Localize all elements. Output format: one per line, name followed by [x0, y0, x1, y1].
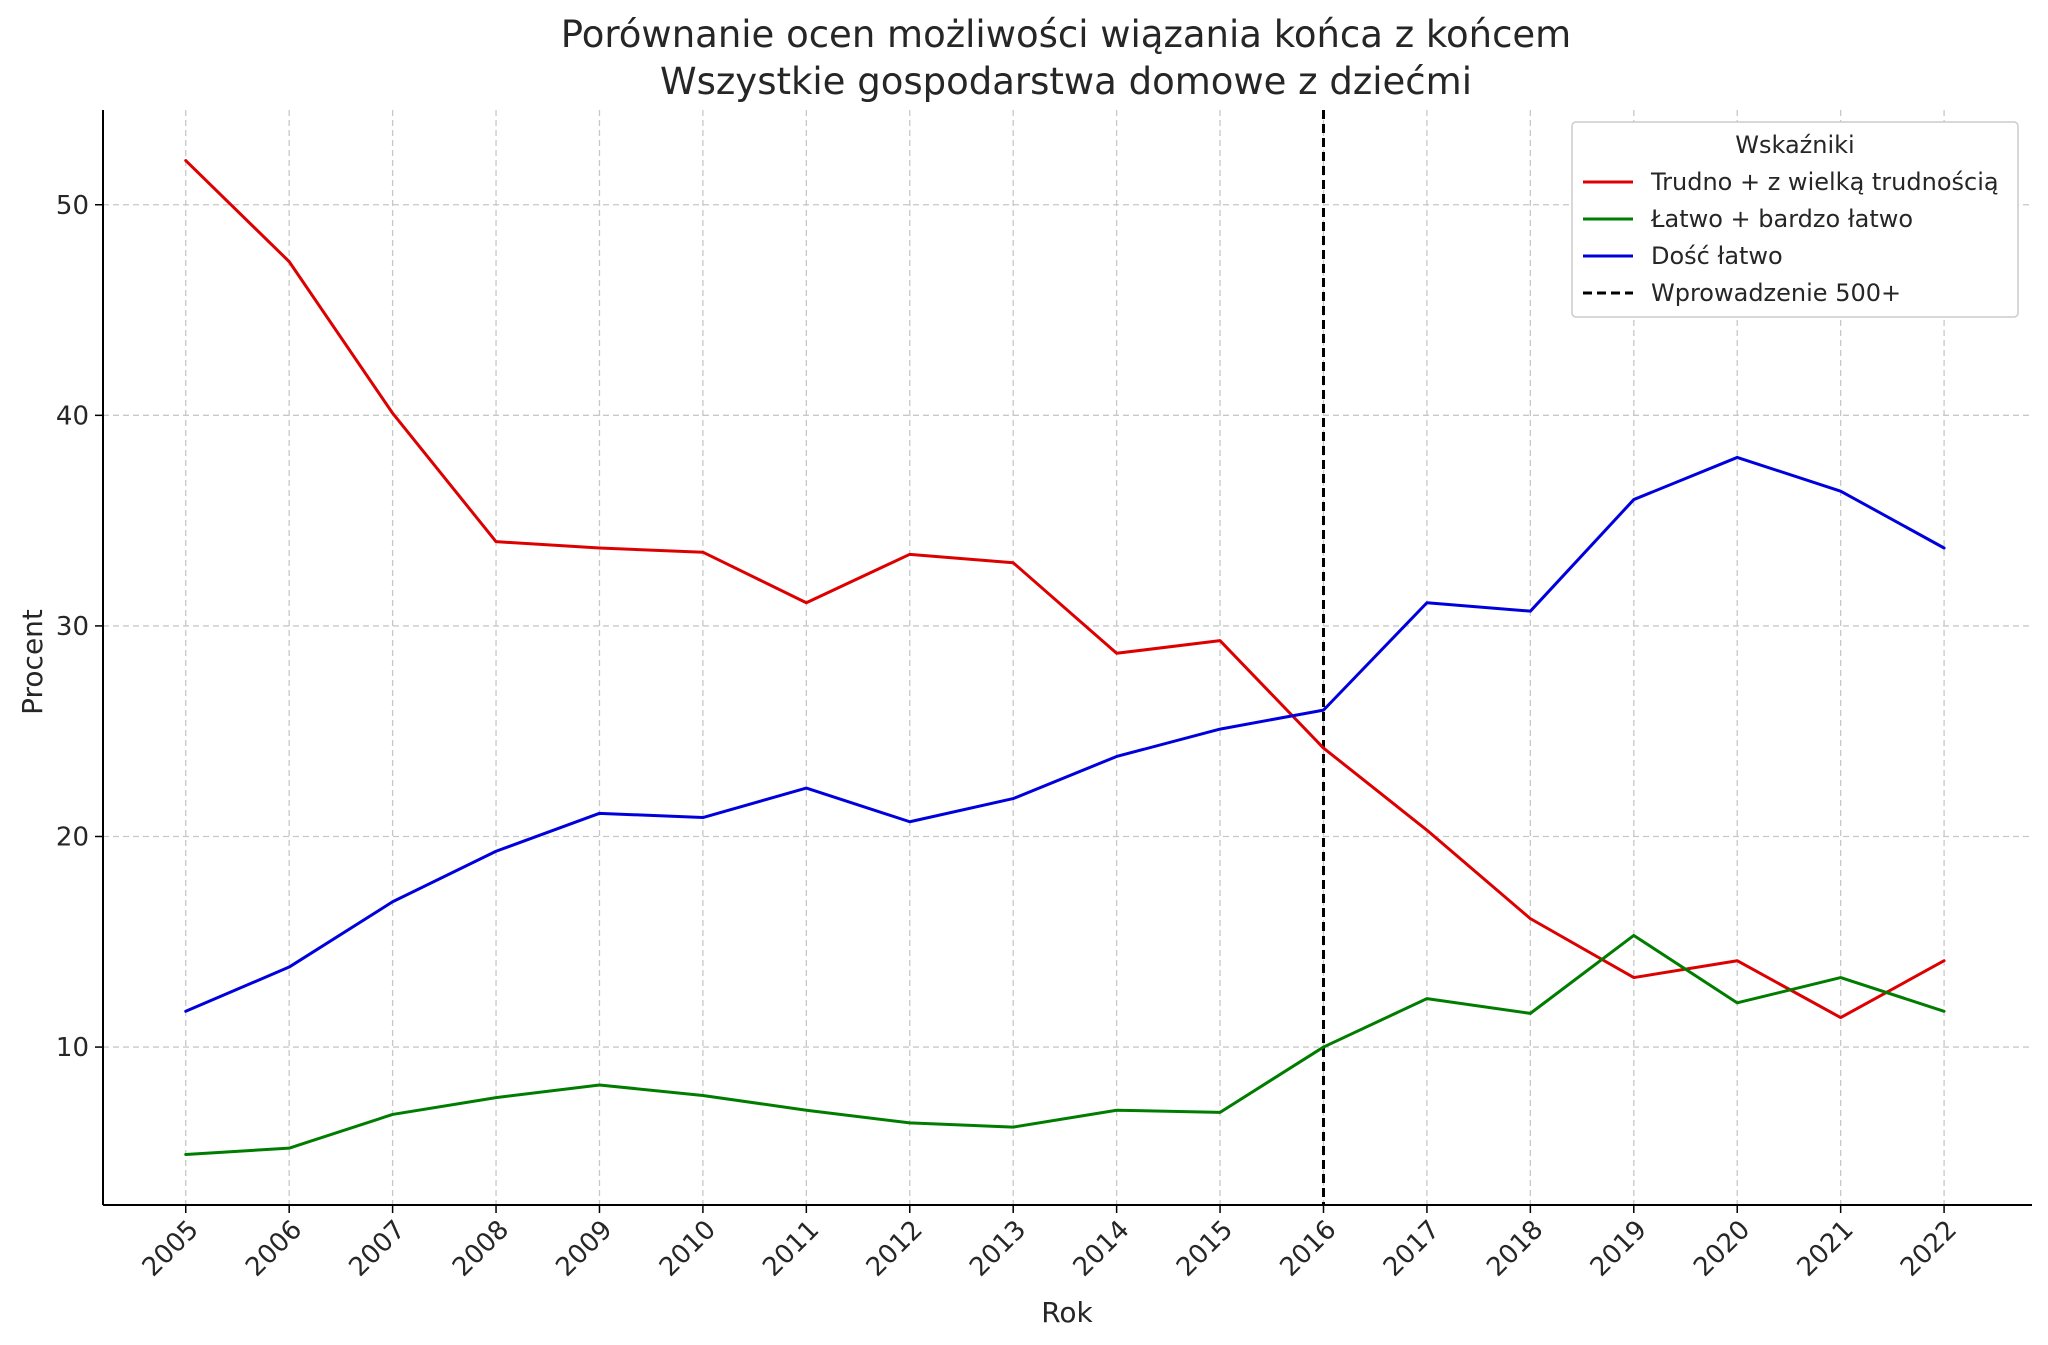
x-tick-label: 2019 [1585, 1215, 1653, 1283]
series-line-0 [184, 159, 1946, 1020]
legend-frame [1571, 121, 2019, 318]
y-tick-label: 50 [56, 191, 89, 221]
x-tick-label: 2022 [1895, 1215, 1963, 1283]
x-tick-label: 2007 [344, 1215, 412, 1283]
series-line-1 [184, 933, 1946, 1156]
x-tick-label: 2016 [1274, 1215, 1342, 1283]
y-tick-label: 20 [56, 822, 89, 852]
y-tick-label: 30 [56, 612, 89, 642]
series-lines [184, 159, 1946, 1156]
x-tick-label: 2014 [1068, 1215, 1136, 1283]
x-ticks: 2005 2006 2007 2008 2009 2010 2011 2012 2013 2014… [137, 1205, 1963, 1283]
legend: Wskaźniki Trudno + z wielką trudnością Ł… [1571, 121, 2019, 318]
x-tick-label: 2020 [1688, 1215, 1756, 1283]
x-tick-label: 2012 [861, 1215, 929, 1283]
x-tick-label: 2013 [964, 1215, 1032, 1283]
y-ticks: 10 20 30 40 50 [56, 191, 103, 1063]
y-tick-label: 10 [56, 1033, 89, 1063]
x-tick-label: 2005 [137, 1215, 205, 1283]
legend-label-series-1: Łatwo + bardzo łatwo [1650, 205, 1913, 233]
legend-title: Wskaźniki [1735, 131, 1854, 159]
legend-label-series-0: Trudno + z wielką trudnością [1650, 168, 1999, 196]
x-tick-label: 2009 [550, 1215, 618, 1283]
chart-title-line2: Wszystkie gospodarstwa domowe z dziećmi [660, 60, 1472, 103]
x-tick-label: 2018 [1481, 1215, 1549, 1283]
x-tick-label: 2015 [1171, 1215, 1239, 1283]
legend-label-reference: Wprowadzenie 500+ [1651, 279, 1901, 307]
x-tick-label: 2011 [757, 1215, 825, 1283]
y-axis-label: Procent [16, 609, 49, 715]
chart-title-line1: Porównanie ocen możliwości wiązania końc… [561, 13, 1571, 56]
x-tick-label: 2021 [1792, 1215, 1860, 1283]
series-line-2 [184, 455, 1946, 1013]
legend-label-series-2: Dość łatwo [1651, 242, 1783, 270]
y-tick-label: 40 [56, 401, 89, 431]
x-axis-label: Rok [1041, 1296, 1093, 1329]
x-tick-label: 2010 [654, 1215, 722, 1283]
x-tick-label: 2017 [1378, 1215, 1446, 1283]
x-tick-label: 2008 [447, 1215, 515, 1283]
x-tick-label: 2006 [240, 1215, 308, 1283]
